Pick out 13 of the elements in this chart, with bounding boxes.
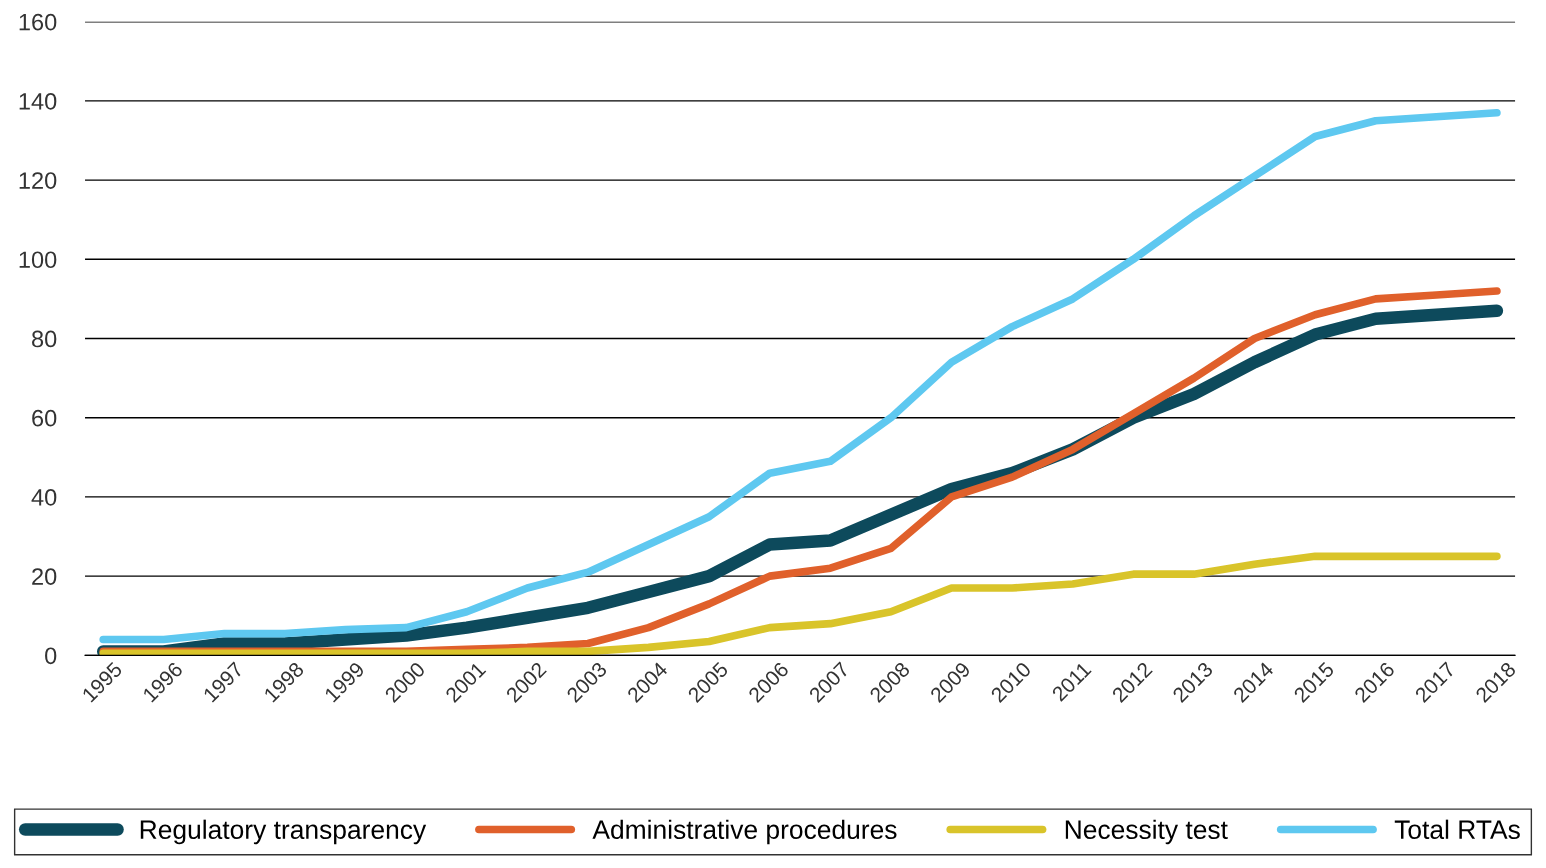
y-tick-label: 100 — [19, 251, 57, 269]
legend-label: Administrative procedures — [592, 819, 897, 845]
legend-label: Regulatory transparency — [140, 819, 427, 845]
legend-label: Total RTAs — [1394, 819, 1520, 840]
y-tick-label: 40 — [31, 489, 57, 506]
y-tick-label: 160 — [19, 13, 57, 31]
y-tick-label: 60 — [32, 409, 57, 427]
y-tick-label: 80 — [32, 330, 57, 348]
y-tick-label: 140 — [19, 92, 57, 110]
y-tick-label: 20 — [32, 568, 57, 585]
y-tick-label: 0 — [45, 647, 57, 665]
y-tick-label: 120 — [19, 172, 57, 189]
legend-label: Necessity test — [1065, 819, 1228, 845]
